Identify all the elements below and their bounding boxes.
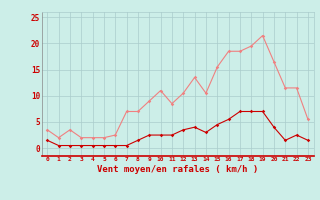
X-axis label: Vent moyen/en rafales ( km/h ): Vent moyen/en rafales ( km/h ) [97, 165, 258, 174]
